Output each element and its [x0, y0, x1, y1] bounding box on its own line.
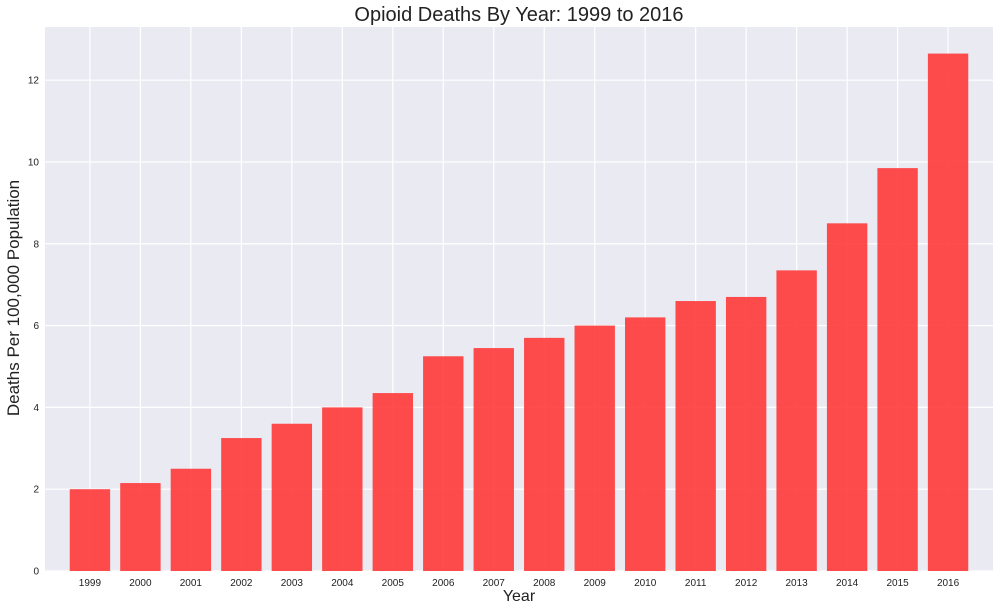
y-tick-label: 6 [33, 321, 39, 332]
x-tick-label: 2016 [937, 578, 960, 589]
x-tick-labels: 1999 2000 2001 2002 2003 2004 2005 2006 2007 2008… [79, 578, 960, 589]
bar-2000 [120, 483, 161, 571]
x-tick-label: 2004 [331, 578, 354, 589]
y-tick-label: 4 [33, 403, 39, 414]
x-tick-label: 2011 [685, 578, 707, 589]
bar-2013 [776, 270, 817, 571]
x-tick-label: 2009 [584, 578, 607, 589]
bar-2007 [473, 348, 514, 571]
bar-2006 [423, 356, 464, 571]
x-tick-label: 2000 [129, 578, 152, 589]
bar-2015 [877, 168, 918, 571]
x-tick-label: 2006 [432, 578, 455, 589]
y-tick-labels: 0 2 4 6 8 10 12 [28, 76, 40, 578]
y-tick-label: 12 [28, 76, 40, 87]
bars [69, 53, 969, 572]
bar-2014 [826, 223, 868, 572]
bar-2002 [221, 438, 262, 571]
chart-title: Opioid Deaths By Year: 1999 to 2016 [354, 4, 684, 26]
y-tick-label: 10 [28, 157, 40, 168]
x-tick-label: 2005 [382, 578, 405, 589]
bar-1999 [69, 489, 111, 571]
x-tick-label: 1999 [79, 578, 102, 589]
y-tick-label: 8 [33, 239, 39, 250]
x-tick-label: 2013 [786, 578, 809, 589]
bar-2016 [927, 53, 969, 571]
bar-2001 [170, 468, 212, 571]
x-tick-label: 2007 [483, 578, 506, 589]
x-tick-label: 2010 [634, 578, 657, 589]
bar-2009 [574, 325, 615, 571]
x-tick-label: 2015 [886, 578, 909, 589]
bar-2012 [725, 296, 767, 571]
y-tick-label: 0 [33, 567, 39, 578]
bar-2004 [322, 407, 363, 571]
x-tick-label: 2002 [230, 578, 253, 589]
x-tick-label: 2014 [836, 578, 859, 589]
x-tick-label: 2001 [180, 578, 203, 589]
x-tick-label: 2012 [735, 578, 758, 589]
x-tick-label: 2008 [533, 578, 556, 589]
x-axis-label: Year [502, 588, 536, 605]
bar-2011 [675, 301, 716, 571]
bar-2008 [524, 337, 565, 571]
x-tick-label: 2003 [281, 578, 304, 589]
bar-2003 [271, 423, 313, 571]
y-tick-label: 2 [33, 485, 39, 496]
bar-2005 [372, 393, 413, 571]
bar-2010 [625, 317, 666, 571]
